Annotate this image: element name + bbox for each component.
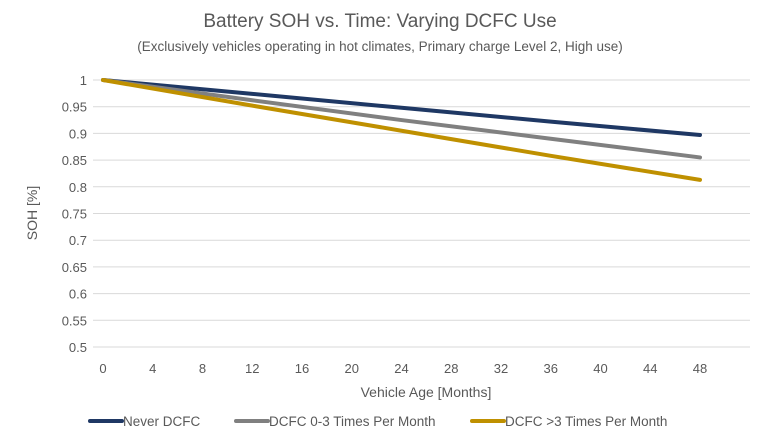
y-tick-label: 0.75 [62, 207, 87, 222]
y-tick-label: 0.7 [69, 233, 87, 248]
y-tick-label: 0.8 [69, 180, 87, 195]
chart-title: Battery SOH vs. Time: Varying DCFC Use [203, 11, 556, 32]
x-tick-label: 0 [99, 361, 106, 376]
y-tick-label: 1 [80, 73, 87, 88]
legend-label: Never DCFC [123, 414, 201, 429]
legend-item-2: DCFC >3 Times Per Month [470, 414, 667, 429]
y-tick-label: 0.65 [62, 260, 87, 275]
x-tick-label: 16 [295, 361, 309, 376]
x-axis-label: Vehicle Age [Months] [361, 384, 492, 400]
x-tick-label: 36 [544, 361, 558, 376]
series-line-1 [101, 78, 702, 160]
legend-item-1: DCFC 0-3 Times Per Month [234, 414, 436, 429]
chart-subtitle: (Exclusively vehicles operating in hot c… [137, 39, 622, 54]
legend-label: DCFC >3 Times Per Month [505, 414, 667, 429]
y-tick-label: 0.6 [69, 287, 87, 302]
x-tick-label: 28 [444, 361, 458, 376]
x-tick-label: 40 [593, 361, 607, 376]
x-tick-label: 32 [494, 361, 508, 376]
legend-label: DCFC 0-3 Times Per Month [269, 414, 436, 429]
x-tick-label: 20 [345, 361, 359, 376]
x-tick-label: 4 [149, 361, 156, 376]
x-tick-label: 44 [643, 361, 657, 376]
x-tick-label: 24 [394, 361, 408, 376]
series-line-0 [101, 78, 702, 138]
legend-item-0: Never DCFC [88, 414, 201, 429]
x-tick-label: 48 [693, 361, 707, 376]
y-tick-label: 0.9 [69, 126, 87, 141]
y-axis-label: SOH [%] [24, 186, 40, 240]
series-line-2 [101, 78, 702, 182]
y-tick-label: 0.95 [62, 100, 87, 115]
x-tick-label: 8 [199, 361, 206, 376]
y-tick-label: 0.85 [62, 153, 87, 168]
y-tick-label: 0.5 [69, 340, 87, 355]
x-tick-label: 12 [245, 361, 259, 376]
y-tick-label: 0.55 [62, 313, 87, 328]
